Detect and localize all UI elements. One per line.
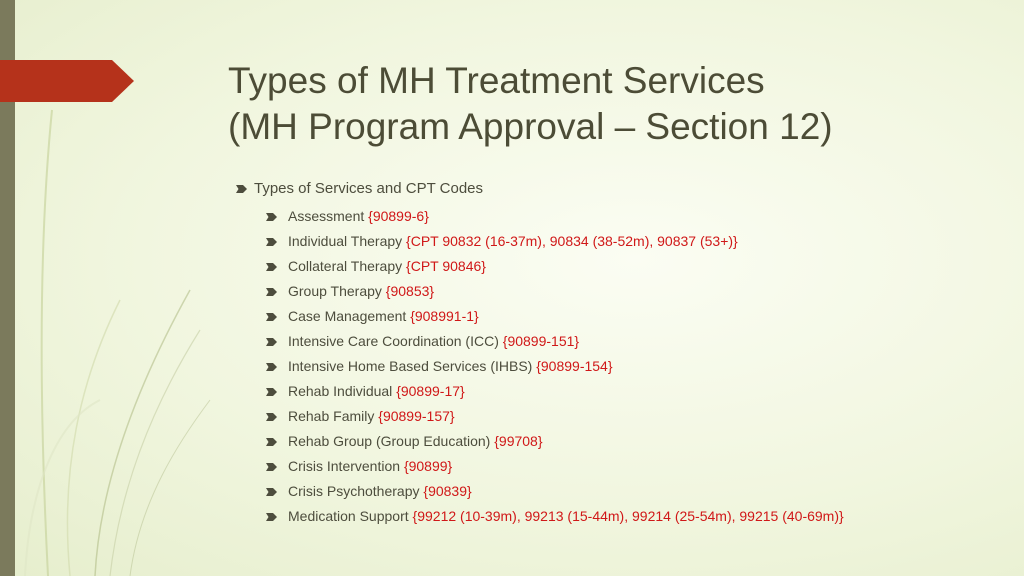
arrow-bullet-icon [266, 404, 278, 429]
arrow-bullet-icon [266, 204, 278, 229]
service-label: Rehab Family [288, 408, 375, 424]
service-code: {99708} [494, 433, 543, 449]
service-code: {90899-157} [378, 408, 455, 424]
service-label: Intensive Care Coordination (ICC) [288, 333, 499, 349]
service-list: Assessment {90899-6} Individual Therapy {… [236, 204, 996, 529]
arrow-bullet-icon [266, 229, 278, 254]
arrow-bullet-icon [236, 178, 248, 200]
service-label: Crisis Intervention [288, 458, 401, 474]
title-line-2: (MH Program Approval – Section 12) [228, 106, 833, 147]
service-label: Assessment [288, 208, 365, 224]
service-label: Intensive Home Based Services (IHBS) [288, 358, 533, 374]
service-code: {90899-6} [368, 208, 429, 224]
service-code: {90899-154} [536, 358, 613, 374]
service-code: {908991-1} [410, 308, 479, 324]
list-item: Rehab Group (Group Education) {99708} [236, 429, 996, 454]
list-item: Rehab Family {90899-157} [236, 404, 996, 429]
service-code: {CPT 90832 (16-37m), 90834 (38-52m), 908… [406, 233, 738, 249]
arrow-bullet-icon [266, 379, 278, 404]
service-code: {CPT 90846} [406, 258, 486, 274]
service-label: Medication Support [288, 508, 409, 524]
service-label: Rehab Group (Group Education) [288, 433, 491, 449]
title-line-1: Types of MH Treatment Services [228, 60, 765, 101]
service-label: Group Therapy [288, 283, 382, 299]
list-item: Collateral Therapy {CPT 90846} [236, 254, 996, 279]
service-label: Rehab Individual [288, 383, 393, 399]
arrow-bullet-icon [266, 354, 278, 379]
heading-text: Types of Services and CPT Codes [254, 180, 483, 197]
left-side-bar [0, 0, 15, 576]
list-item: Crisis Intervention {90899} [236, 454, 996, 479]
arrow-bullet-icon [266, 254, 278, 279]
service-code: {90899-17} [396, 383, 465, 399]
heading-bullet: Types of Services and CPT Codes [236, 178, 996, 200]
service-code: {90853} [385, 283, 435, 299]
list-item: Medication Support {99212 (10-39m), 9921… [236, 504, 996, 529]
service-code: {99212 (10-39m), 99213 (15-44m), 99214 (… [412, 508, 844, 524]
list-item: Intensive Care Coordination (ICC) {90899… [236, 329, 996, 354]
list-item: Assessment {90899-6} [236, 204, 996, 229]
arrow-bullet-icon [266, 279, 278, 304]
slide-content: Types of Services and CPT Codes Assessme… [236, 178, 996, 529]
list-item: Intensive Home Based Services (IHBS) {90… [236, 354, 996, 379]
list-item: Group Therapy {90853} [236, 279, 996, 304]
slide-title: Types of MH Treatment Services (MH Progr… [228, 58, 988, 150]
service-code: {90839} [423, 483, 472, 499]
arrow-bullet-icon [266, 479, 278, 504]
service-code: {90899-151} [502, 333, 580, 349]
service-label: Case Management [288, 308, 407, 324]
service-code: {90899} [403, 458, 453, 474]
list-item: Case Management {908991-1} [236, 304, 996, 329]
service-label: Individual Therapy [288, 233, 403, 249]
arrow-bullet-icon [266, 304, 278, 329]
accent-arrow-tab [0, 60, 134, 102]
arrow-bullet-icon [266, 429, 278, 454]
list-item: Rehab Individual {90899-17} [236, 379, 996, 404]
arrow-bullet-icon [266, 504, 278, 529]
list-item: Crisis Psychotherapy {90839} [236, 479, 996, 504]
list-item: Individual Therapy {CPT 90832 (16-37m), … [236, 229, 996, 254]
service-label: Collateral Therapy [288, 258, 403, 274]
arrow-bullet-icon [266, 329, 278, 354]
service-label: Crisis Psychotherapy [288, 483, 420, 499]
arrow-bullet-icon [266, 454, 278, 479]
